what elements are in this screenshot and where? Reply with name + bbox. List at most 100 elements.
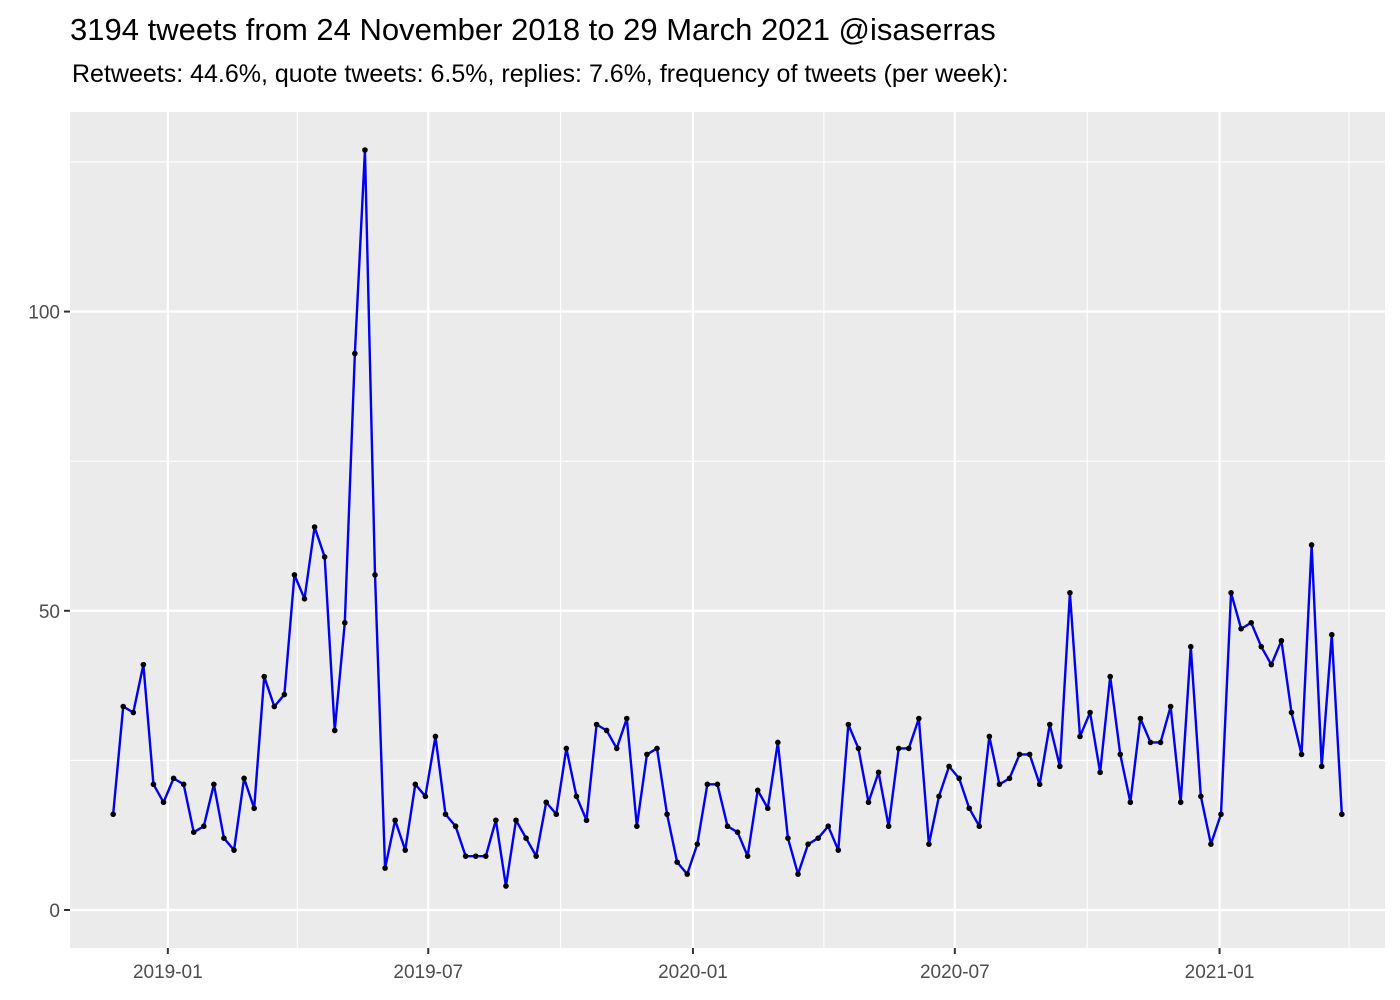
data-point	[1046, 721, 1053, 728]
data-point	[764, 805, 771, 812]
data-point	[1006, 775, 1013, 782]
data-point	[1339, 811, 1345, 818]
data-point	[855, 745, 862, 752]
x-tick-label: 2019-07	[393, 962, 463, 983]
x-tick-label: 2020-01	[658, 962, 728, 983]
data-point	[1167, 703, 1174, 710]
data-point	[342, 619, 348, 626]
data-point	[966, 805, 973, 812]
x-tick-label: 2020-07	[920, 962, 990, 983]
data-point	[221, 835, 227, 841]
data-point	[1198, 793, 1204, 800]
data-point	[916, 715, 922, 722]
data-point	[1127, 799, 1134, 806]
data-point	[543, 799, 550, 806]
data-point	[482, 853, 489, 859]
data-point	[523, 835, 529, 841]
data-point	[1036, 781, 1043, 788]
data-point	[815, 835, 821, 841]
data-point	[644, 751, 650, 758]
data-point	[1218, 811, 1224, 818]
data-point	[1298, 751, 1305, 758]
data-point	[573, 793, 580, 800]
data-point	[462, 853, 469, 859]
data-point	[583, 817, 590, 824]
data-point	[563, 745, 570, 752]
data-point	[372, 572, 378, 578]
data-point	[1087, 709, 1093, 716]
data-point	[251, 805, 257, 812]
data-point	[1278, 637, 1285, 644]
data-point	[825, 823, 832, 830]
data-point	[845, 721, 852, 728]
data-point	[704, 781, 711, 788]
chart-subtitle: Retweets: 44.6%, quote tweets: 6.5%, rep…	[72, 60, 1009, 88]
data-point	[926, 841, 932, 847]
data-point	[241, 775, 247, 782]
data-point	[412, 781, 419, 788]
data-point	[1067, 590, 1073, 596]
data-point	[1097, 769, 1103, 776]
data-point	[724, 823, 731, 830]
data-point	[905, 745, 912, 752]
data-point	[1107, 673, 1113, 680]
data-point	[392, 817, 398, 824]
data-point	[1308, 542, 1315, 548]
data-point	[1187, 643, 1194, 650]
data-point	[1288, 709, 1295, 716]
data-point	[472, 853, 479, 859]
data-point	[664, 811, 670, 818]
data-point	[130, 709, 137, 716]
data-point	[936, 793, 942, 800]
data-point	[180, 781, 187, 788]
data-point	[493, 817, 499, 824]
data-point	[996, 781, 1003, 788]
data-point	[805, 841, 811, 847]
plot-panel	[70, 112, 1385, 948]
data-point	[1157, 739, 1164, 746]
data-point	[775, 739, 781, 746]
data-point	[291, 572, 298, 578]
data-point	[754, 787, 761, 794]
chart-title: 3194 tweets from 24 November 2018 to 29 …	[70, 12, 996, 47]
data-point	[553, 811, 560, 818]
data-point	[231, 847, 237, 853]
data-point	[634, 823, 640, 830]
data-point	[281, 691, 288, 698]
data-point	[261, 673, 268, 680]
data-point	[1117, 751, 1124, 758]
data-point	[875, 769, 882, 776]
data-point	[714, 781, 721, 788]
data-point	[1077, 733, 1083, 740]
data-point	[1258, 643, 1265, 650]
data-point	[795, 871, 801, 877]
data-point	[331, 727, 338, 734]
data-point	[140, 661, 147, 668]
data-point	[1177, 799, 1184, 806]
data-point	[452, 823, 459, 830]
data-point	[694, 841, 701, 847]
data-point	[1147, 739, 1154, 746]
data-point	[734, 829, 741, 835]
data-point	[613, 745, 620, 752]
data-point	[785, 835, 791, 841]
x-tick-label: 2019-01	[133, 962, 203, 983]
data-point	[110, 811, 116, 818]
data-point	[895, 745, 902, 752]
data-point	[1026, 751, 1033, 758]
data-point	[160, 799, 167, 806]
data-point	[432, 733, 439, 740]
data-point	[382, 865, 388, 871]
data-point	[946, 763, 952, 770]
data-point	[120, 703, 127, 710]
data-point	[1057, 763, 1063, 770]
data-point	[311, 524, 318, 530]
data-point	[352, 350, 358, 357]
data-point	[865, 799, 872, 806]
data-point	[150, 781, 157, 788]
data-point	[533, 853, 539, 859]
data-point	[835, 847, 842, 853]
data-point	[1016, 751, 1023, 758]
data-point	[1268, 661, 1275, 668]
